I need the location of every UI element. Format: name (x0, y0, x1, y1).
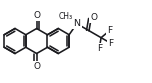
Text: N: N (73, 19, 80, 28)
Text: F: F (107, 26, 112, 35)
Text: F: F (108, 39, 113, 48)
Text: O: O (33, 11, 40, 20)
Text: O: O (91, 13, 98, 22)
Text: CH₃: CH₃ (58, 12, 73, 21)
Text: O: O (33, 62, 40, 71)
Text: F: F (97, 44, 102, 53)
